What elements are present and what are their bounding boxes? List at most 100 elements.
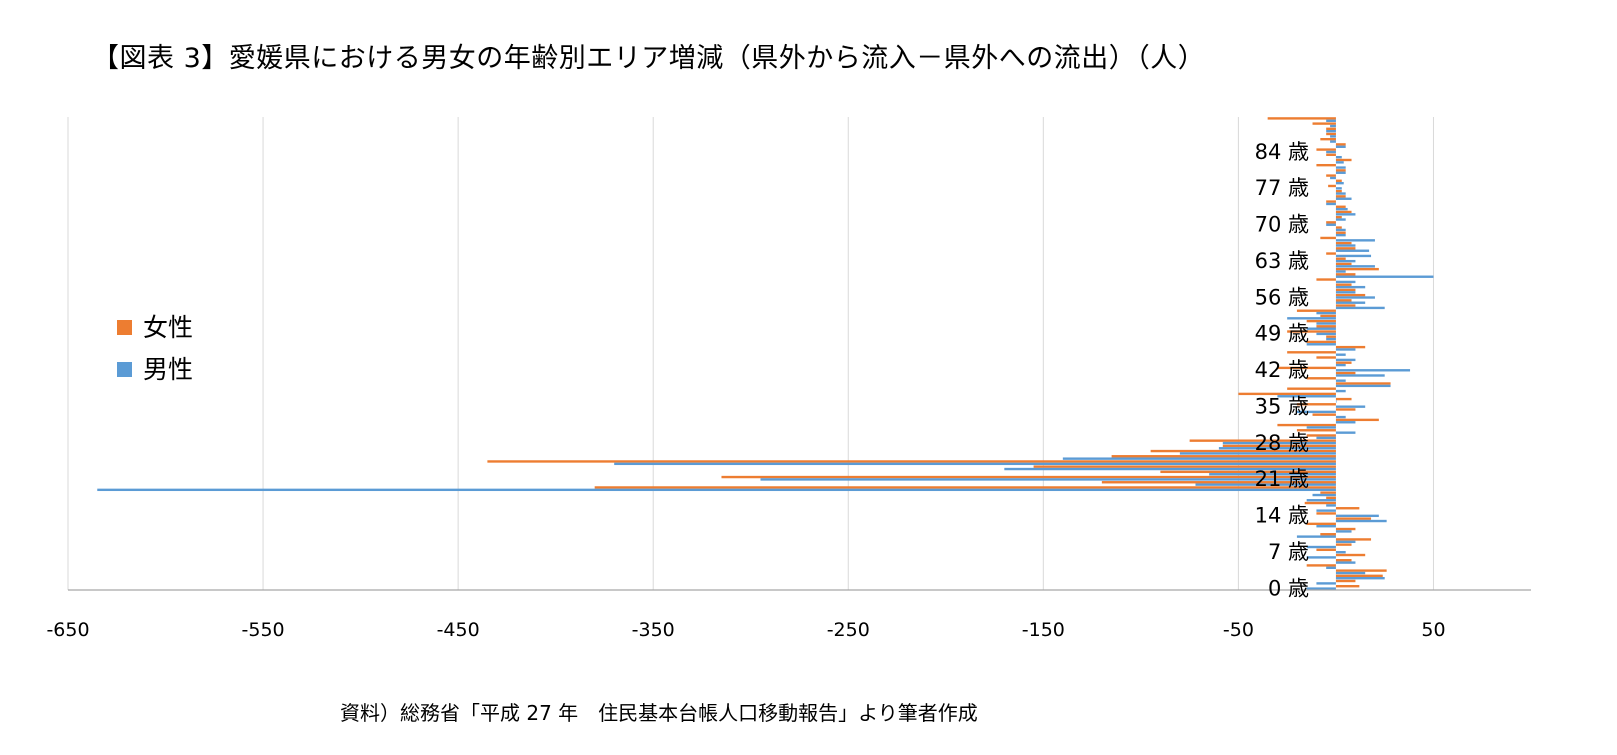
bar-male-38 <box>1335 389 1346 393</box>
bar-female-88 <box>1326 127 1336 130</box>
bar-male-39 <box>1335 384 1391 388</box>
bar-female-28 <box>1189 439 1336 442</box>
x-tick-label-0: -650 <box>46 619 89 641</box>
bar-female-76 <box>1335 189 1342 193</box>
bar-male-20 <box>1195 483 1336 486</box>
bar-female-23 <box>1033 465 1336 468</box>
bar-female-5 <box>1335 559 1352 562</box>
bar-male-26 <box>1179 452 1336 455</box>
bar-female-89 <box>1312 122 1336 125</box>
bar-female-41 <box>1335 371 1356 375</box>
bar-male-85 <box>1335 145 1346 148</box>
bar-female-31 <box>1277 423 1336 427</box>
bar-male-81 <box>1335 166 1346 169</box>
bar-female-68 <box>1335 231 1346 234</box>
bar-female-65 <box>1335 247 1356 250</box>
bar-male-23 <box>1004 467 1336 471</box>
bar-male-18 <box>1312 493 1336 497</box>
bar-male-73 <box>1335 207 1348 211</box>
bar-male-14 <box>1335 514 1379 518</box>
bar-female-21 <box>721 475 1336 479</box>
bar-male-56 <box>1335 296 1375 299</box>
y-tick-label-0: 0 歳 <box>1268 576 1309 600</box>
bar-female-62 <box>1335 262 1352 266</box>
bar-female-18 <box>1320 491 1336 494</box>
bar-female-58 <box>1335 283 1352 286</box>
bar-male-34 <box>1296 410 1336 414</box>
bar-male-7 <box>1335 551 1346 554</box>
bar-male-51 <box>1316 322 1336 325</box>
y-tick-label-7: 49 歳 <box>1255 322 1309 346</box>
bar-female-90 <box>1267 117 1336 120</box>
bar-female-36 <box>1335 397 1352 401</box>
bar-female-16 <box>1304 501 1336 505</box>
bar-male-76 <box>1335 192 1346 195</box>
bar-female-46 <box>1335 345 1366 349</box>
bar-female-14 <box>1316 512 1336 515</box>
bar-female-60 <box>1335 273 1356 276</box>
bar-male-42 <box>1335 369 1411 372</box>
bar-male-80 <box>1335 171 1346 174</box>
bar-female-50 <box>1316 325 1336 328</box>
legend-swatch-male <box>117 362 132 377</box>
bar-male-71 <box>1335 218 1346 221</box>
bar-male-64 <box>1335 254 1372 258</box>
bar-female-79 <box>1326 174 1336 177</box>
bar-male-87 <box>1330 135 1336 138</box>
bar-male-88 <box>1326 129 1336 133</box>
bar-male-21 <box>760 478 1336 481</box>
bar-female-38 <box>1287 387 1336 390</box>
bar-male-46 <box>1335 348 1356 351</box>
bar-female-83 <box>1326 153 1336 156</box>
x-tick-label-1: -550 <box>242 619 285 641</box>
bar-male-17 <box>1306 499 1336 502</box>
bar-female-85 <box>1335 143 1346 146</box>
bar-male-53 <box>1316 311 1336 315</box>
bar-female-61 <box>1335 267 1379 271</box>
y-tick-label-11: 77 歳 <box>1255 176 1309 200</box>
y-tick-label-5: 35 歳 <box>1255 394 1309 418</box>
bar-female-20 <box>1101 481 1336 484</box>
bar-female-54 <box>1335 304 1356 307</box>
bar-male-61 <box>1335 270 1346 273</box>
bar-male-69 <box>1335 228 1346 232</box>
bar-male-75 <box>1335 197 1352 200</box>
bar-female-7 <box>1316 548 1336 552</box>
bar-male-28 <box>1222 441 1336 445</box>
y-tick-label-9: 63 歳 <box>1255 249 1309 273</box>
x-tick-label-2: -450 <box>437 619 480 641</box>
bar-female-43 <box>1335 361 1352 364</box>
bar-male-36 <box>1335 400 1337 403</box>
bar-male-3 <box>1335 571 1366 575</box>
bar-male-79 <box>1330 176 1336 180</box>
chart-source-note: 資料）総務省「平成 27 年 住民基本台帳人口移動報告」より筆者作成 <box>340 701 978 725</box>
bar-female-70 <box>1326 221 1336 224</box>
bar-male-11 <box>1335 530 1352 533</box>
bar-female-9 <box>1335 538 1372 541</box>
bar-male-89 <box>1330 124 1336 128</box>
bar-male-44 <box>1335 358 1356 362</box>
bar-male-48 <box>1326 337 1336 341</box>
grid-lines <box>67 117 1434 590</box>
bar-male-27 <box>1218 447 1336 450</box>
bar-female-19 <box>594 486 1336 489</box>
bar-male-70 <box>1326 223 1336 226</box>
bar-female-75 <box>1335 195 1346 198</box>
y-tick-label-8: 56 歳 <box>1255 285 1309 309</box>
bar-male-77 <box>1335 187 1342 190</box>
bar-female-22 <box>1160 470 1336 474</box>
bar-female-87 <box>1326 132 1336 136</box>
bar-female-84 <box>1316 148 1336 151</box>
x-tick-label-7: 50 <box>1421 619 1445 641</box>
y-tick-label-4: 28 歳 <box>1255 431 1309 455</box>
bar-female-33 <box>1312 413 1336 416</box>
bar-female-37 <box>1238 392 1336 396</box>
bar-female-24 <box>487 460 1336 463</box>
bar-male-50 <box>1306 327 1336 330</box>
bar-male-57 <box>1335 291 1356 294</box>
bar-male-83 <box>1335 155 1342 159</box>
bar-male-32 <box>1335 421 1356 424</box>
bar-female-53 <box>1296 309 1336 312</box>
bar-female-80 <box>1335 169 1346 172</box>
bar-male-25 <box>1062 457 1336 460</box>
